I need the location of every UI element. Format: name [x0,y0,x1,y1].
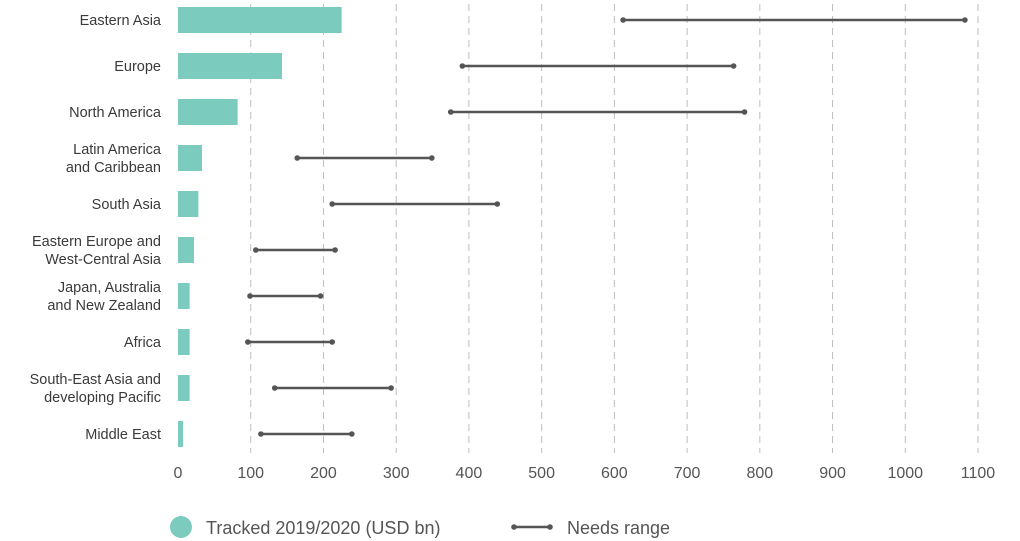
needs-range-min-point [258,431,264,437]
x-tick-label: 1100 [961,465,996,482]
needs-range-max-point [730,63,737,69]
legend-needs-range-dot-end [547,524,553,530]
x-tick-label: 600 [601,465,628,482]
bar [178,7,342,33]
category-label: Middle East [85,427,161,443]
legend-tracked-label: Tracked 2019/2020 (USD bn) [206,518,440,538]
x-tick-label: 1000 [887,465,923,482]
x-axis-ticks: 0 100 200 300 400 500 600 700 800 900 1000 1100 [174,465,996,482]
legend-needs-range-label: Needs range [567,518,670,538]
bar [178,191,199,217]
needs-range-max-point [741,109,748,115]
needs-range-min-point [447,109,454,115]
needs-range-min-point [247,293,253,299]
category-labels: Eastern Asia Europe North America Latin Ame… [30,13,162,443]
bar-layer [178,7,342,447]
needs-range-min-point [245,339,251,345]
needs-range-max-point [329,339,335,345]
bar [178,237,194,263]
needs-range-max-point [332,247,338,253]
category-label: South Asia [92,197,162,213]
category-label: West-Central Asia [45,252,162,268]
bar [178,53,282,79]
grid-layer [250,4,979,453]
needs-range-min-point [253,247,259,253]
x-tick-label: 0 [174,465,183,482]
category-label: Eastern Asia [80,13,162,29]
bar [178,145,202,171]
category-label: Latin America [73,142,162,158]
category-label: Europe [114,59,161,75]
category-label: and New Zealand [47,298,161,314]
category-label: South-East Asia and [30,372,161,388]
x-tick-label: 100 [237,465,264,482]
needs-range-max-point [962,17,968,23]
x-tick-label: 900 [819,465,846,482]
needs-range-min-point [620,17,626,23]
category-label: and Caribbean [66,160,161,176]
legend: Tracked 2019/2020 (USD bn) Needs range [170,516,670,538]
x-tick-label: 500 [528,465,555,482]
bar [178,283,190,309]
bar [178,421,184,447]
needs-range-max-point [349,431,355,437]
category-label: Africa [124,335,162,351]
category-label: North America [69,105,162,121]
needs-range-max-point [317,293,324,299]
needs-range-min-point [459,63,466,69]
needs-range-max-point [388,385,394,391]
legend-needs-range-dot-start [511,524,517,530]
x-tick-label: 800 [746,465,773,482]
category-label: Eastern Europe and [32,234,161,250]
category-label: Japan, Australia [58,280,162,296]
needs-range-min-point [329,201,335,207]
x-tick-label: 400 [456,465,483,482]
x-tick-label: 700 [674,465,701,482]
needs-range-max-point [429,155,435,161]
needs-range-min-point [271,385,278,391]
needs-range-min-point [294,155,301,161]
legend-tracked-swatch [170,516,192,538]
bar [178,375,190,401]
range-layer [245,17,968,437]
bar [178,329,190,355]
needs-range-max-point [494,201,501,207]
x-tick-label: 300 [383,465,410,482]
x-tick-label: 200 [310,465,337,482]
category-label: developing Pacific [44,390,161,406]
bar [178,99,238,125]
